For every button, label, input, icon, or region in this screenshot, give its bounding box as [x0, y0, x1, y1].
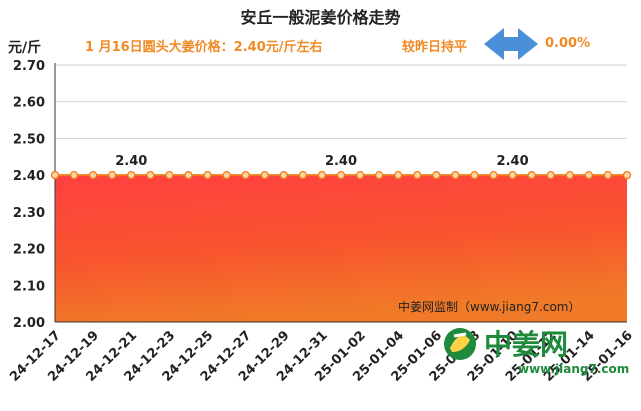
data-point	[298, 170, 308, 180]
logo-url: www.jiang7.com	[518, 362, 630, 376]
data-point	[317, 170, 327, 180]
data-point	[260, 170, 269, 180]
data-point	[165, 170, 174, 180]
data-point	[222, 170, 231, 180]
data-point	[622, 170, 632, 180]
data-point	[127, 170, 136, 180]
data-points	[50, 170, 632, 180]
y-tick-label: 2.10	[13, 279, 45, 294]
price-area	[55, 175, 627, 322]
data-point	[108, 170, 117, 180]
y-tick-label: 2.00	[13, 316, 45, 331]
change-percent: 0.00%	[545, 36, 591, 51]
data-point	[184, 170, 193, 180]
data-point	[355, 170, 365, 180]
data-point	[50, 170, 60, 180]
y-tick-label: 2.60	[13, 96, 45, 111]
y-tick-label: 2.30	[13, 206, 45, 221]
data-point	[279, 170, 288, 180]
data-point	[546, 170, 555, 180]
watermark-text: 中姜网监制（www.jiang7.com）	[398, 299, 580, 314]
data-point	[603, 170, 613, 180]
brand-logo: 中姜网 www.jiang7.com	[440, 322, 630, 376]
price-note: 1 月16日圆头大姜价格：2.40元/斤左右	[85, 40, 323, 55]
data-point	[336, 170, 346, 180]
data-labels: 2.40 2.40 2.40	[115, 154, 528, 169]
y-tick-label: 2.40	[13, 169, 45, 184]
data-point	[489, 170, 498, 180]
data-point	[432, 170, 441, 180]
y-tick-label: 2.70	[13, 59, 45, 74]
data-point	[565, 170, 574, 180]
data-point	[413, 170, 422, 180]
y-tick-label: 2.50	[13, 132, 45, 147]
data-point	[527, 170, 536, 180]
ginger-logo-icon: 中姜网	[444, 328, 568, 361]
data-point	[69, 170, 79, 180]
data-label: 2.40	[115, 154, 147, 169]
data-point	[394, 170, 403, 180]
data-point	[584, 170, 594, 180]
data-point	[241, 170, 250, 180]
data-point	[203, 170, 212, 180]
data-point	[88, 170, 98, 180]
data-label: 2.40	[325, 154, 357, 169]
data-point	[374, 170, 384, 180]
data-point	[451, 170, 460, 180]
double-arrow-icon	[484, 28, 538, 60]
axes	[54, 63, 627, 323]
data-label: 2.40	[497, 154, 529, 169]
logo-brand-text: 中姜网	[484, 328, 568, 361]
data-point	[508, 170, 517, 180]
y-tick-label: 2.20	[13, 243, 45, 258]
y-tick-labels: 2.00 2.10 2.20 2.30 2.40 2.50 2.60 2.70	[13, 59, 45, 331]
data-point	[146, 170, 155, 180]
y-axis-unit: 元/斤	[8, 40, 42, 56]
data-point	[470, 170, 479, 180]
compare-note: 较昨日持平	[402, 40, 468, 55]
chart-title: 安丘一般泥姜价格走势	[240, 8, 401, 27]
